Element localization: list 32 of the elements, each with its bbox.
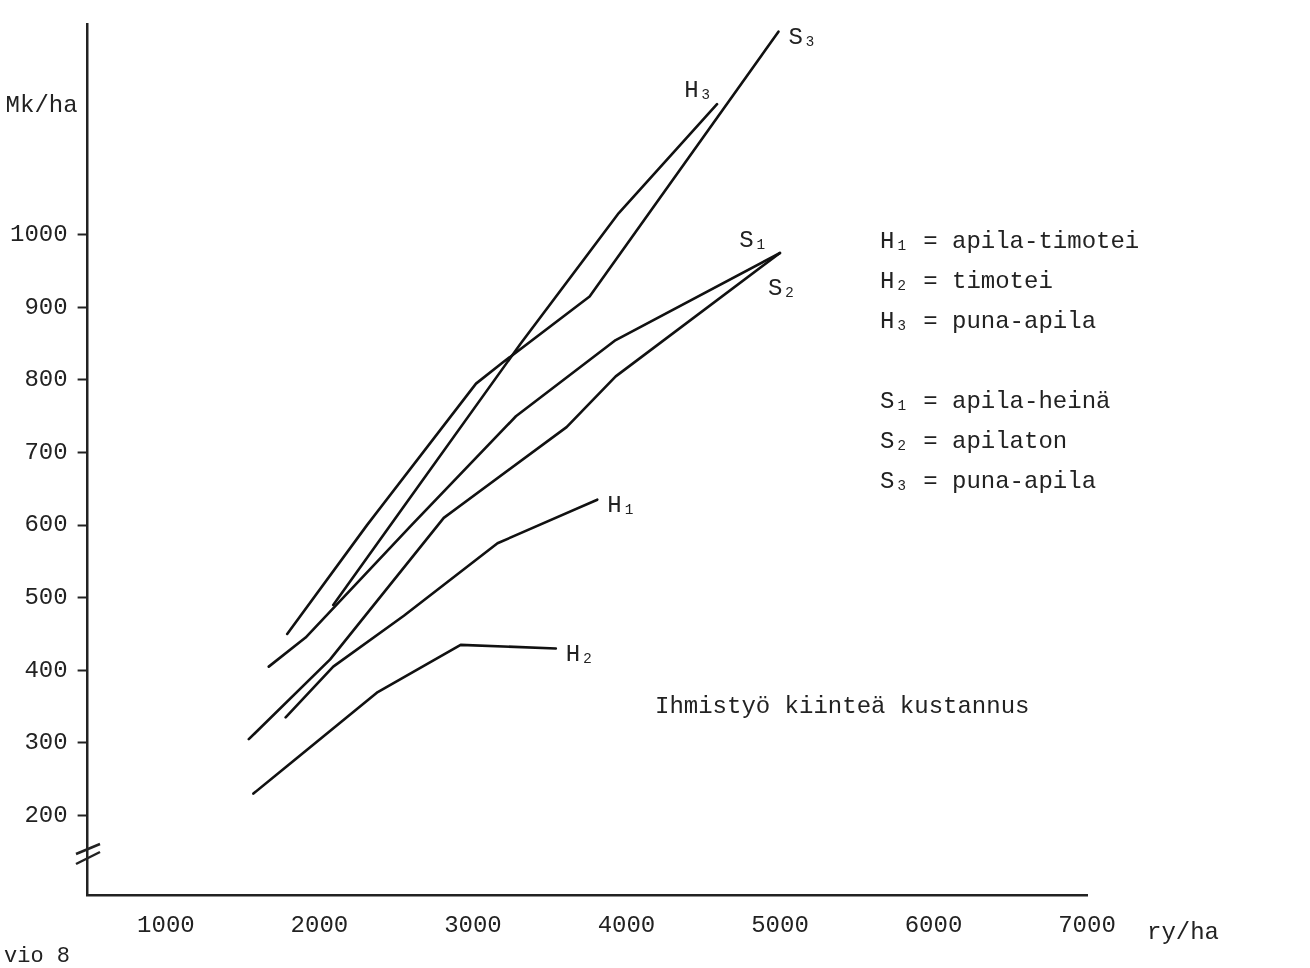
y-tick-label: 200: [24, 801, 68, 829]
y-tick-label: 700: [24, 438, 68, 466]
annotation: S₂ = apilaton: [880, 427, 1069, 457]
series-label: S₃: [788, 24, 818, 52]
y-axis-title: Mk/ha: [5, 92, 78, 119]
x-tick-label: 4000: [597, 911, 656, 939]
x-axis-title: ry/ha: [1147, 919, 1220, 947]
series-label: H₃: [684, 76, 714, 104]
y-tick-label: 900: [24, 293, 68, 321]
y-tick-label: 800: [24, 366, 68, 394]
annotation: S₁ = apila-heinä: [880, 387, 1112, 417]
y-tick-label: 1000: [10, 221, 68, 249]
x-tick-label: 6000: [904, 911, 963, 939]
y-tick-label: 600: [24, 511, 68, 539]
x-tick-label: 7000: [1058, 911, 1116, 939]
y-tick-label: 300: [24, 729, 68, 757]
x-tick-label: 5000: [751, 911, 809, 939]
series-label: S₁: [739, 227, 768, 255]
y-tick-label: 500: [24, 584, 68, 612]
annotation: H₂ = timotei: [880, 267, 1054, 297]
series-label: H₁: [607, 492, 637, 520]
x-tick-label: 3000: [444, 911, 502, 939]
series-label: S₂: [767, 275, 797, 303]
x-tick-label: 2000: [290, 911, 349, 939]
text: vio 8: [4, 944, 71, 968]
x-tick-label: 1000: [137, 911, 195, 939]
y-tick-label: 400: [24, 656, 68, 684]
annotation: H₃ = puna-apila: [880, 307, 1098, 337]
annotation: Ihmistyö kiinteä kustannus: [655, 692, 1030, 720]
annotation: H₁ = apila-timotei: [880, 227, 1140, 257]
annotation: S₃ = puna-apila: [880, 467, 1098, 497]
series-label: H₂: [565, 640, 595, 668]
